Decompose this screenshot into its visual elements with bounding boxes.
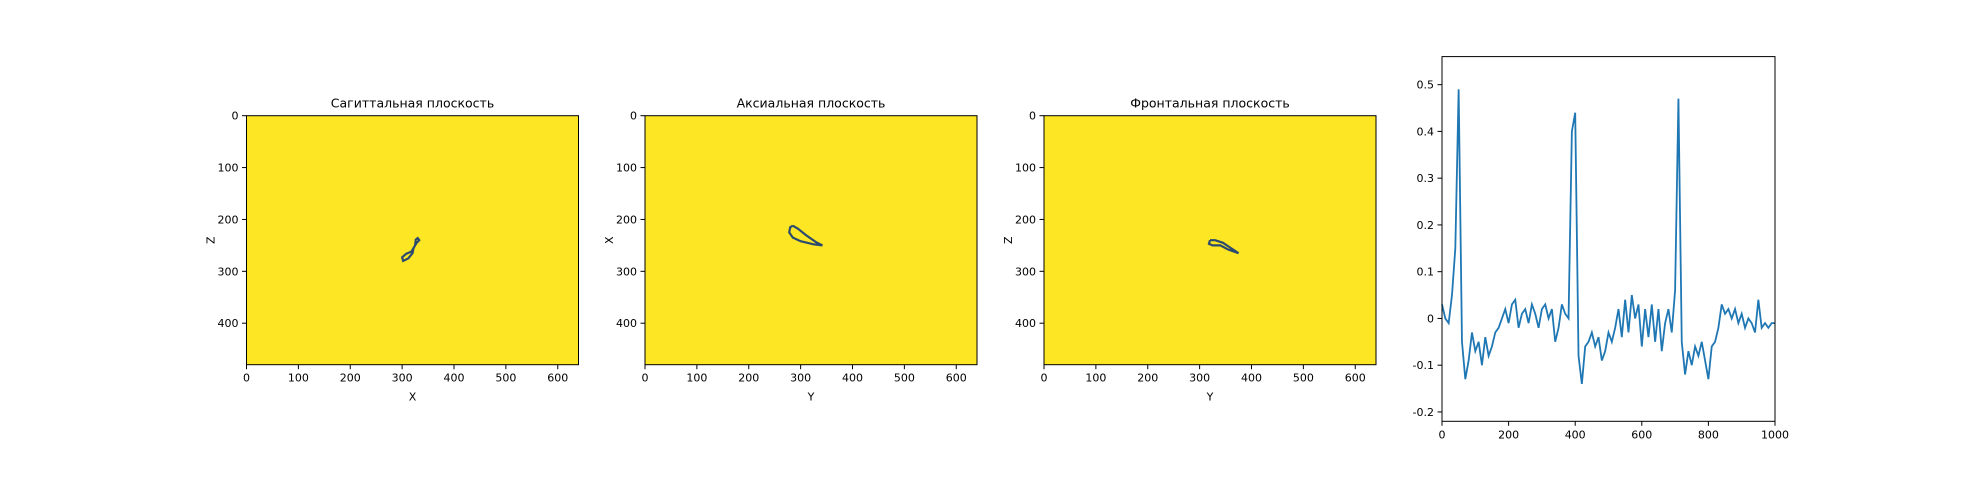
y-tick-label: 200 xyxy=(616,213,637,226)
x-tick-label: 1000 xyxy=(1761,428,1789,441)
x-tick-label: 200 xyxy=(1137,372,1158,385)
x-tick-label: 300 xyxy=(392,372,413,385)
y-tick-label: 0.2 xyxy=(1417,219,1435,232)
panel-title: Сагиттальная плоскость xyxy=(331,96,494,111)
x-tick-label: 500 xyxy=(1293,372,1314,385)
x-tick-label: 100 xyxy=(686,372,707,385)
y-tick-label: -0.2 xyxy=(1413,406,1434,419)
x-tick-label: 400 xyxy=(1565,428,1586,441)
y-tick-label: 200 xyxy=(218,213,239,226)
x-tick-label: 500 xyxy=(495,372,516,385)
x-tick-label: 100 xyxy=(288,372,309,385)
x-tick-label: 600 xyxy=(946,372,967,385)
y-tick-label: 0 xyxy=(630,110,637,123)
axes-frame xyxy=(644,115,978,366)
y-tick-label: 0.1 xyxy=(1417,266,1435,279)
contour xyxy=(788,224,823,247)
axes-frame xyxy=(246,115,579,366)
x-tick-label: 400 xyxy=(1241,372,1262,385)
x-tick-label: 0 xyxy=(642,372,649,385)
x-tick-label: 200 xyxy=(340,372,361,385)
y-tick-label: 0 xyxy=(232,110,239,123)
contour xyxy=(400,236,421,263)
y-tick-label: 0.5 xyxy=(1417,79,1435,92)
y-tick-label: 0 xyxy=(1029,110,1036,123)
y-tick-label: 0.4 xyxy=(1417,125,1435,138)
contour xyxy=(1207,239,1240,255)
y-tick-label: 400 xyxy=(1015,317,1036,330)
x-tick-label: 300 xyxy=(790,372,811,385)
y-tick-label: -0.1 xyxy=(1413,359,1434,372)
y-tick-label: 100 xyxy=(616,162,637,175)
image-background xyxy=(645,115,977,365)
x-axis-label: X xyxy=(409,391,417,404)
y-axis-label: X xyxy=(603,236,616,244)
x-tick-label: 800 xyxy=(1698,428,1719,441)
x-tick-label: 0 xyxy=(243,372,250,385)
x-tick-label: 0 xyxy=(1439,428,1446,441)
x-tick-label: 100 xyxy=(1085,372,1106,385)
x-axis-label: Y xyxy=(807,391,815,404)
y-tick-label: 300 xyxy=(218,265,239,278)
image-background xyxy=(246,115,579,365)
x-tick-label: 200 xyxy=(1498,428,1519,441)
y-tick-label: 300 xyxy=(616,265,637,278)
y-axis-label: Z xyxy=(1002,236,1015,244)
y-tick-label: 400 xyxy=(218,317,239,330)
line xyxy=(1441,89,1775,385)
panel-title: Фронтальная плоскость xyxy=(1130,96,1290,111)
axes-frame xyxy=(1043,115,1377,366)
y-tick-label: 0 xyxy=(1427,312,1434,325)
axes-frame xyxy=(1441,56,1776,422)
x-axis-label: Y xyxy=(1206,391,1214,404)
x-tick-label: 500 xyxy=(894,372,915,385)
x-tick-label: 400 xyxy=(842,372,863,385)
x-tick-label: 400 xyxy=(444,372,465,385)
y-tick-label: 200 xyxy=(1015,213,1036,226)
x-tick-label: 600 xyxy=(1631,428,1652,441)
x-tick-label: 0 xyxy=(1041,372,1048,385)
x-tick-label: 200 xyxy=(738,372,759,385)
x-tick-label: 600 xyxy=(547,372,568,385)
x-tick-label: 600 xyxy=(1345,372,1366,385)
y-tick-label: 100 xyxy=(1015,162,1036,175)
y-tick-label: 100 xyxy=(218,162,239,175)
y-tick-label: 400 xyxy=(616,317,637,330)
y-tick-label: 0.3 xyxy=(1417,172,1435,185)
x-tick-label: 300 xyxy=(1189,372,1210,385)
y-axis-label: Z xyxy=(205,236,218,244)
y-tick-label: 300 xyxy=(1015,265,1036,278)
panel-title: Аксиальная плоскость xyxy=(737,96,886,111)
